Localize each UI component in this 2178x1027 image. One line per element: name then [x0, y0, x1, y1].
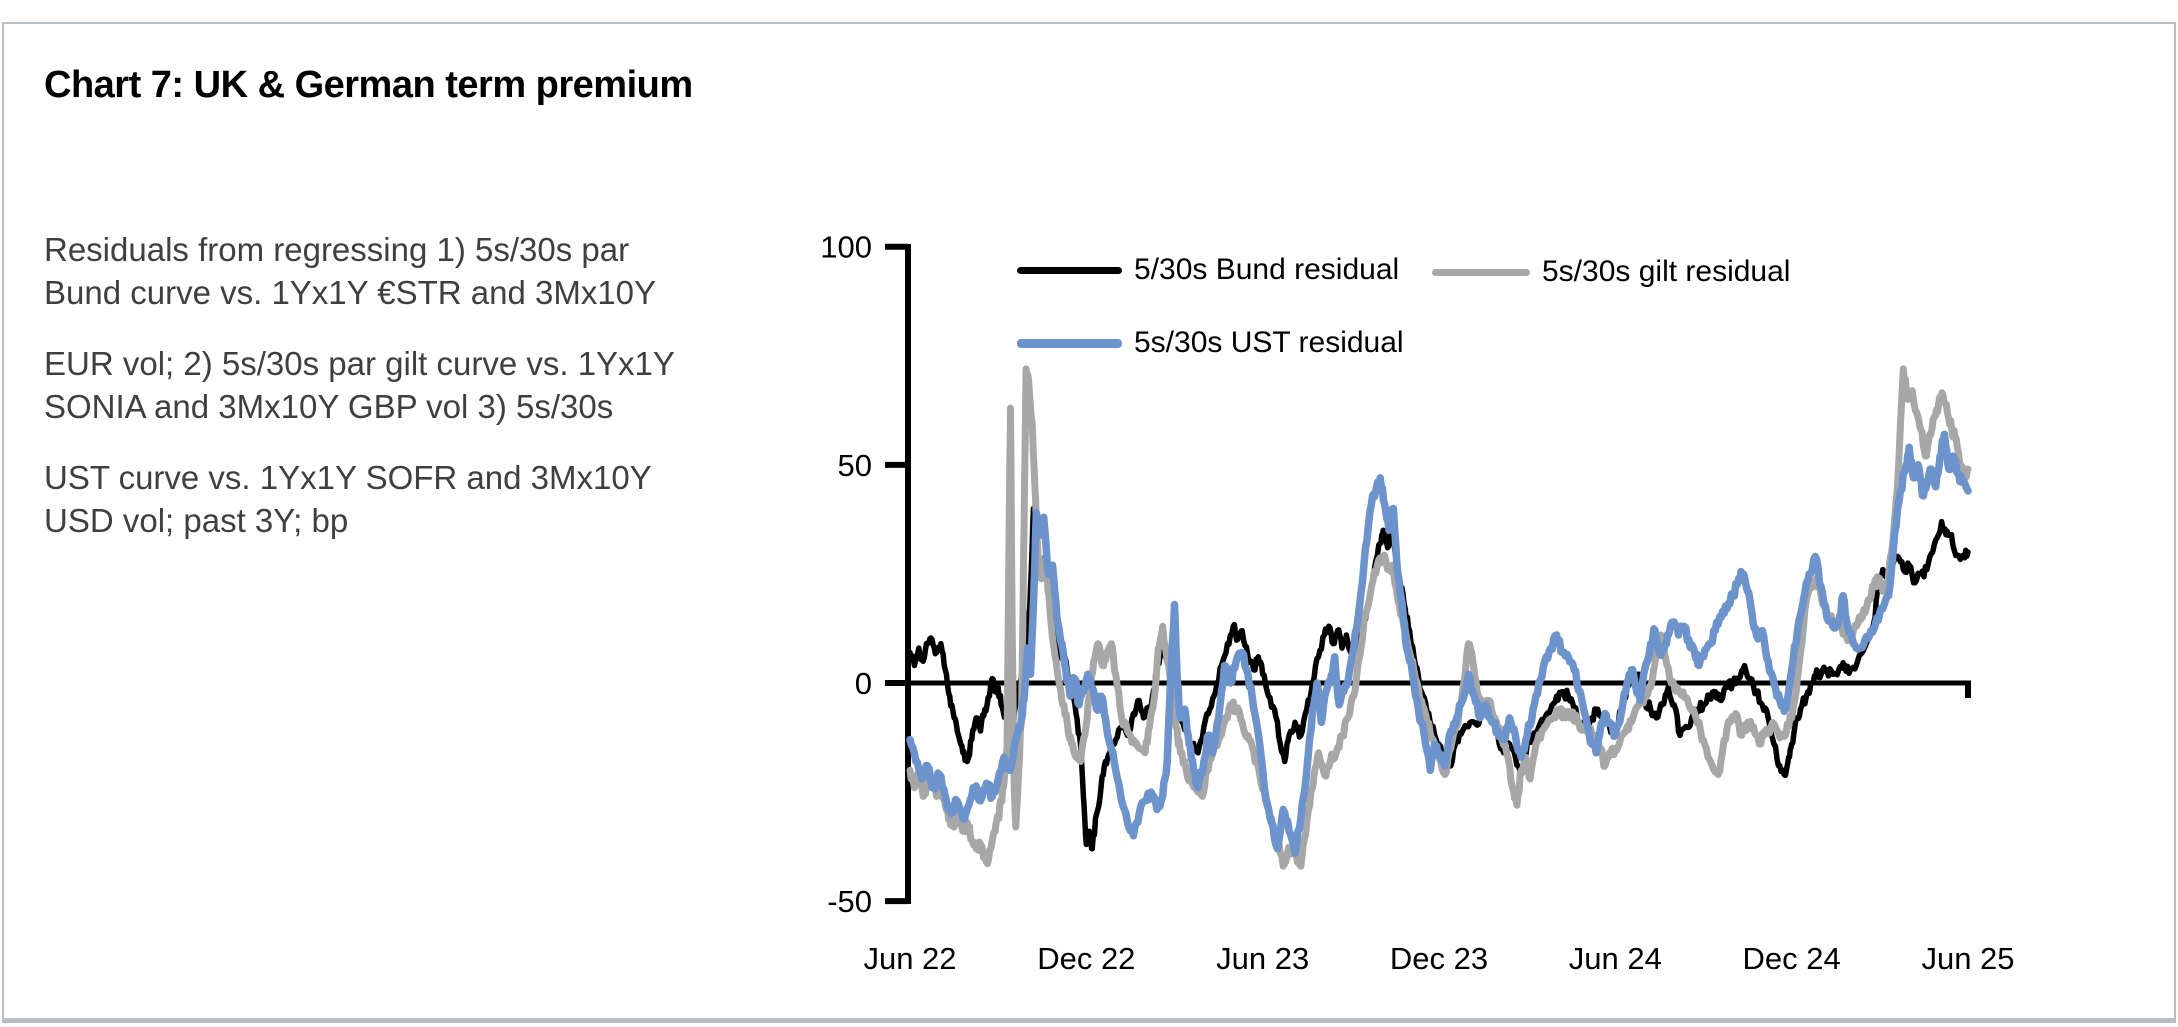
- legend-item-gilt: 5s/30s gilt residual: [1432, 252, 1790, 292]
- x-tick-label: Dec 23: [1390, 941, 1488, 976]
- y-tick-label: 50: [838, 448, 872, 483]
- y-tick-label: 0: [855, 666, 872, 701]
- description-paragraph: UST curve vs. 1Yx1Y SOFR and 3Mx10Y USD …: [44, 456, 675, 542]
- gilt-line-swatch: [1432, 268, 1530, 276]
- legend-label-gilt: 5s/30s gilt residual: [1542, 255, 1791, 288]
- legend-item-ust: 5s/30s UST residual: [1017, 323, 1404, 363]
- bund-line-swatch: [1017, 266, 1122, 274]
- gilt-series-line: [906, 365, 1972, 870]
- ust-line-swatch: [1017, 338, 1122, 348]
- ust-series-line: [906, 430, 1972, 857]
- x-tick-label: Jun 24: [1569, 941, 1662, 976]
- x-tick-label: Dec 24: [1743, 941, 1841, 976]
- y-tick-label: -50: [827, 884, 872, 919]
- report-panel: Chart 7: UK & German term premium Residu…: [2, 22, 2176, 1023]
- description-line: EUR vol; 2) 5s/30s par gilt curve vs. 1Y…: [44, 345, 675, 382]
- description-line: UST curve vs. 1Yx1Y SOFR and 3Mx10Y: [44, 459, 652, 496]
- description-paragraph: Residuals from regressing 1) 5s/30s par …: [44, 228, 675, 314]
- description-paragraph: EUR vol; 2) 5s/30s par gilt curve vs. 1Y…: [44, 342, 675, 428]
- chart-description: Residuals from regressing 1) 5s/30s par …: [44, 228, 675, 570]
- chart-title: Chart 7: UK & German term premium: [44, 64, 693, 106]
- y-tick-label: 100: [820, 230, 872, 265]
- x-tick-label: Jun 23: [1216, 941, 1309, 976]
- x-tick-label: Jun 22: [863, 941, 956, 976]
- x-tick-label: Jun 25: [1921, 941, 2014, 976]
- description-line: USD vol; past 3Y; bp: [44, 502, 349, 539]
- legend-label-bund: 5/30s Bund residual: [1134, 253, 1400, 286]
- x-tick-label: Dec 22: [1037, 941, 1135, 976]
- description-line: Bund curve vs. 1Yx1Y €STR and 3Mx10Y: [44, 274, 657, 311]
- legend-label-ust: 5s/30s UST residual: [1134, 326, 1404, 359]
- legend-item-bund: 5/30s Bund residual: [1017, 250, 1399, 290]
- description-line: Residuals from regressing 1) 5s/30s par: [44, 231, 630, 268]
- description-line: SONIA and 3Mx10Y GBP vol 3) 5s/30s: [44, 388, 614, 425]
